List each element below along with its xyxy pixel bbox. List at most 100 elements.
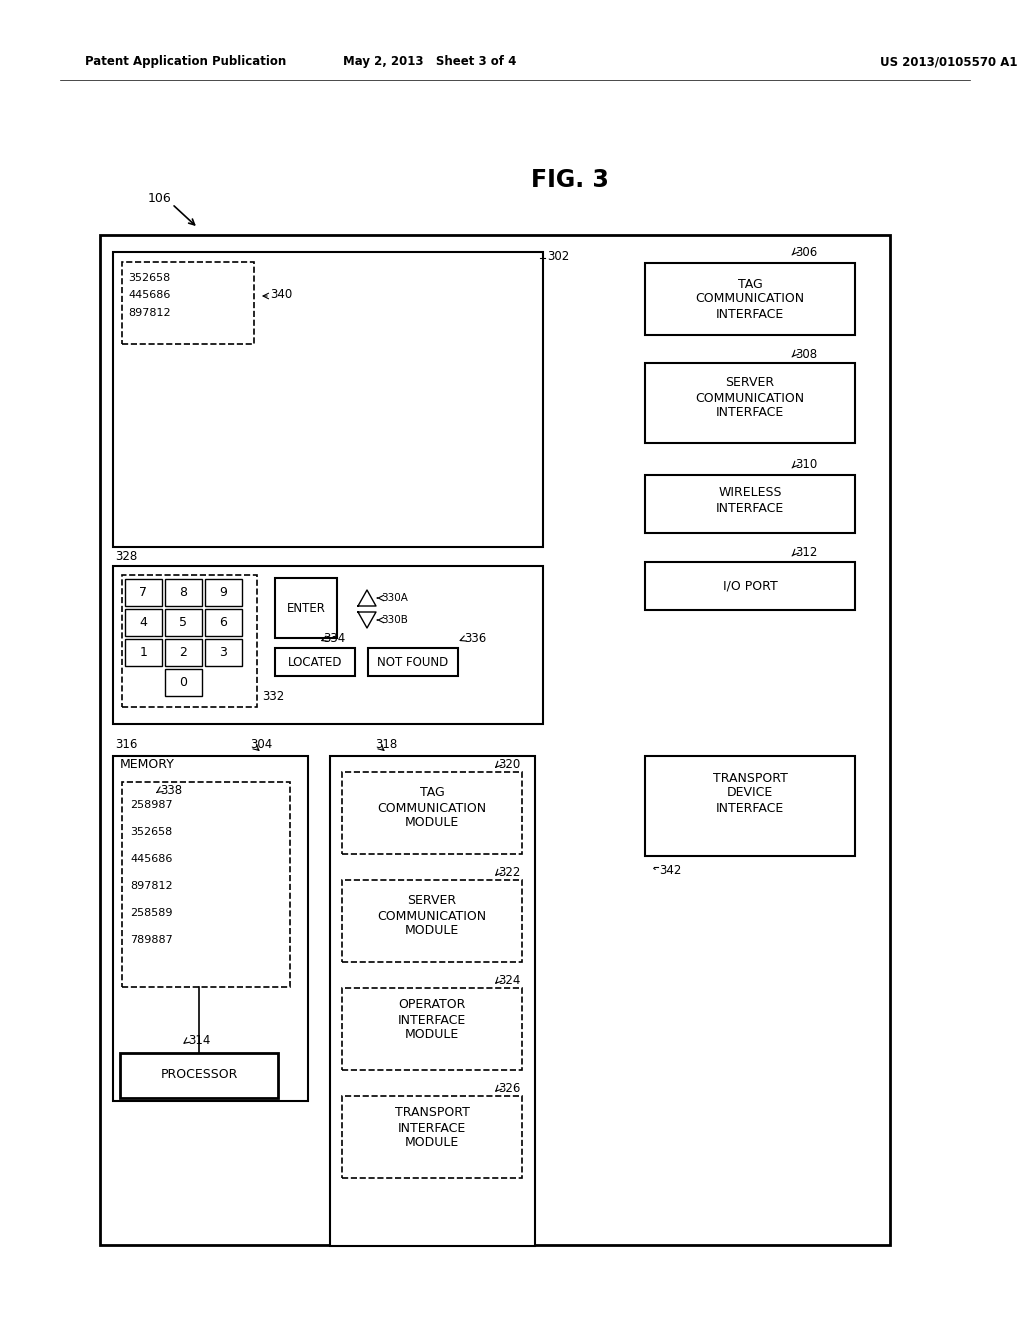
Text: INTERFACE: INTERFACE	[716, 407, 784, 420]
Bar	[122, 576, 257, 708]
Bar	[645, 562, 855, 610]
Bar	[205, 609, 242, 636]
Text: 320: 320	[498, 758, 520, 771]
Text: 330A: 330A	[381, 593, 408, 603]
Bar	[125, 579, 162, 606]
Bar	[122, 781, 290, 987]
Bar	[165, 639, 202, 667]
Text: TRANSPORT: TRANSPORT	[394, 1106, 469, 1119]
Text: 2: 2	[179, 645, 187, 659]
Text: 328: 328	[115, 549, 137, 562]
Text: DEVICE: DEVICE	[727, 787, 773, 800]
Text: 445686: 445686	[128, 290, 170, 300]
Bar	[330, 756, 535, 1246]
Bar	[125, 609, 162, 636]
Bar	[125, 639, 162, 667]
Text: 445686: 445686	[130, 854, 172, 865]
Text: MODULE: MODULE	[404, 924, 459, 937]
Text: 258589: 258589	[130, 908, 172, 917]
Text: 258987: 258987	[130, 800, 173, 810]
Text: 334: 334	[323, 631, 345, 644]
Bar	[342, 1096, 522, 1177]
Text: 310: 310	[795, 458, 817, 471]
Text: 897812: 897812	[130, 880, 173, 891]
Text: 1: 1	[139, 645, 147, 659]
Text: 324: 324	[498, 974, 520, 986]
Bar	[342, 880, 522, 962]
Text: 322: 322	[498, 866, 520, 879]
Text: INTERFACE: INTERFACE	[716, 502, 784, 515]
Text: FIG. 3: FIG. 3	[531, 168, 609, 191]
Text: 338: 338	[160, 784, 182, 796]
Text: INTERFACE: INTERFACE	[398, 1014, 466, 1027]
Bar	[122, 261, 254, 345]
Bar	[165, 669, 202, 696]
Bar	[368, 648, 458, 676]
Bar	[113, 756, 308, 1101]
Text: MODULE: MODULE	[404, 1137, 459, 1150]
Text: 336: 336	[464, 631, 486, 644]
Text: TAG: TAG	[420, 787, 444, 800]
Text: SERVER: SERVER	[725, 376, 774, 389]
Text: 306: 306	[795, 246, 817, 259]
Text: PROCESSOR: PROCESSOR	[161, 1068, 238, 1081]
Text: 340: 340	[270, 289, 292, 301]
Text: 4: 4	[139, 616, 147, 630]
Text: Patent Application Publication: Patent Application Publication	[85, 55, 287, 69]
Text: 330B: 330B	[381, 615, 408, 624]
Text: 106: 106	[148, 191, 172, 205]
Text: 9: 9	[219, 586, 227, 599]
Text: 8: 8	[179, 586, 187, 599]
Text: 304: 304	[250, 738, 272, 751]
Text: 789887: 789887	[130, 935, 173, 945]
Text: US 2013/0105570 A1: US 2013/0105570 A1	[880, 55, 1018, 69]
Bar	[342, 772, 522, 854]
Bar	[205, 639, 242, 667]
Bar	[645, 756, 855, 855]
Text: COMMUNICATION: COMMUNICATION	[378, 801, 486, 814]
Text: 6: 6	[219, 616, 227, 630]
Text: 326: 326	[498, 1081, 520, 1094]
Bar	[645, 263, 855, 335]
Bar	[165, 579, 202, 606]
Bar	[165, 609, 202, 636]
Text: MODULE: MODULE	[404, 1028, 459, 1041]
Bar	[113, 252, 543, 546]
Text: 302: 302	[547, 251, 569, 264]
Text: COMMUNICATION: COMMUNICATION	[695, 292, 805, 305]
Text: 308: 308	[795, 347, 817, 360]
Text: 352658: 352658	[128, 273, 170, 282]
Text: NOT FOUND: NOT FOUND	[378, 656, 449, 668]
Bar	[645, 363, 855, 444]
Text: 316: 316	[115, 738, 137, 751]
Text: 352658: 352658	[130, 828, 172, 837]
Text: ENTER: ENTER	[287, 602, 326, 615]
Bar	[645, 475, 855, 533]
Text: MEMORY: MEMORY	[120, 759, 175, 771]
Text: 332: 332	[262, 690, 285, 704]
Text: SERVER: SERVER	[408, 895, 457, 908]
Text: 312: 312	[795, 546, 817, 560]
Text: WIRELESS: WIRELESS	[718, 487, 781, 499]
Text: 318: 318	[375, 738, 397, 751]
Text: TRANSPORT: TRANSPORT	[713, 771, 787, 784]
Bar	[342, 987, 522, 1071]
Bar	[120, 1053, 278, 1098]
Text: 342: 342	[659, 863, 681, 876]
Text: LOCATED: LOCATED	[288, 656, 342, 668]
Text: 7: 7	[139, 586, 147, 599]
Bar	[275, 578, 337, 638]
Bar	[113, 566, 543, 723]
Text: May 2, 2013   Sheet 3 of 4: May 2, 2013 Sheet 3 of 4	[343, 55, 517, 69]
Text: 314: 314	[188, 1034, 210, 1047]
Bar	[100, 235, 890, 1245]
Text: INTERFACE: INTERFACE	[398, 1122, 466, 1134]
Text: I/O PORT: I/O PORT	[723, 579, 777, 593]
Text: COMMUNICATION: COMMUNICATION	[378, 909, 486, 923]
Text: 5: 5	[179, 616, 187, 630]
Text: INTERFACE: INTERFACE	[716, 308, 784, 321]
Text: 897812: 897812	[128, 308, 171, 318]
Text: OPERATOR: OPERATOR	[398, 998, 466, 1011]
Bar	[205, 579, 242, 606]
Text: MODULE: MODULE	[404, 817, 459, 829]
